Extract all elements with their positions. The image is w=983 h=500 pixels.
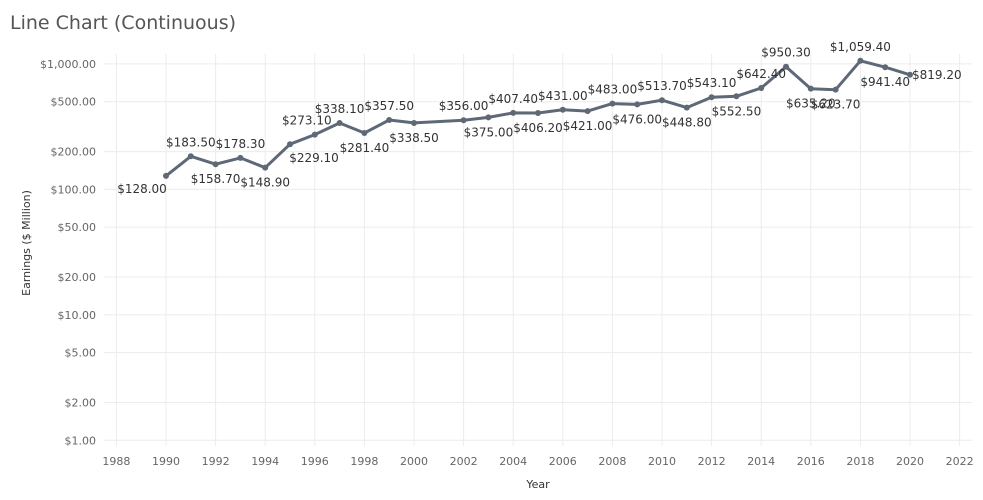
- data-label: $158.70: [191, 172, 241, 186]
- x-tick-label: 2002: [450, 455, 478, 468]
- data-label: $356.00: [439, 99, 489, 113]
- data-label: $421.00: [563, 119, 613, 133]
- data-label: $148.90: [240, 176, 290, 190]
- grid-lines: [104, 54, 972, 446]
- y-tick-label: $100.00: [51, 183, 97, 196]
- data-label: $941.40: [860, 75, 910, 89]
- data-label: $635.20: [786, 97, 836, 111]
- x-axis-ticks: 1988 1990 1992 1994 1996 1998 2000 2002 2004 2006…: [102, 455, 973, 468]
- y-tick-label: $5.00: [65, 347, 97, 360]
- data-label: $476.00: [612, 112, 662, 126]
- x-tick-label: 2020: [896, 455, 924, 468]
- y-tick-label: $20.00: [58, 271, 97, 284]
- x-tick-label: 2008: [598, 455, 626, 468]
- y-tick-label: $50.00: [58, 221, 97, 234]
- data-point: [411, 119, 417, 126]
- data-point: [783, 63, 789, 70]
- data-label: $483.00: [588, 83, 638, 97]
- data-point: [758, 85, 765, 92]
- data-label: $552.50: [712, 104, 762, 118]
- x-tick-label: 1996: [301, 455, 329, 468]
- x-tick-label: 2006: [549, 455, 577, 468]
- x-tick-label: 1998: [350, 455, 378, 468]
- y-axis-ticks: $1.00 $2.00 $5.00 $10.00 $20.00 $50.00 $100.00…: [40, 58, 96, 447]
- data-label: $448.80: [662, 116, 712, 130]
- x-tick-label: 2004: [499, 455, 527, 468]
- x-tick-label: 1994: [251, 455, 279, 468]
- data-label: $183.50: [166, 135, 216, 149]
- data-point: [857, 57, 864, 64]
- data-point: [659, 97, 665, 104]
- data-point: [733, 93, 740, 100]
- data-point: [460, 117, 467, 124]
- data-point: [634, 101, 641, 108]
- x-tick-label: 2000: [400, 455, 428, 468]
- data-points: [163, 57, 913, 179]
- data-label: $281.40: [340, 141, 390, 155]
- data-point: [535, 110, 541, 117]
- x-tick-label: 1990: [152, 455, 180, 468]
- data-point: [708, 94, 715, 101]
- data-label: $273.10: [282, 114, 332, 128]
- x-tick-label: 2010: [648, 455, 676, 468]
- data-point: [882, 64, 889, 71]
- data-label: $950.30: [761, 46, 811, 60]
- x-tick-label: 2022: [946, 455, 974, 468]
- y-tick-label: $1.00: [65, 434, 97, 447]
- y-tick-label: $10.00: [58, 309, 97, 322]
- y-tick-label: $200.00: [51, 146, 97, 159]
- data-point: [559, 106, 566, 113]
- y-tick-label: $1,000.00: [40, 58, 96, 71]
- data-point: [832, 86, 839, 93]
- x-axis-title: Year: [525, 478, 550, 491]
- data-point: [485, 114, 492, 121]
- data-point: [386, 116, 393, 123]
- data-label: $406.20: [513, 121, 563, 135]
- data-label: $178.30: [216, 137, 266, 151]
- x-tick-label: 2016: [797, 455, 825, 468]
- data-point: [237, 154, 244, 161]
- data-label: $375.00: [464, 125, 514, 139]
- data-point: [212, 161, 219, 168]
- y-tick-label: $2.00: [65, 396, 97, 409]
- data-point: [262, 164, 269, 171]
- data-point: [336, 120, 343, 127]
- data-label: $338.10: [315, 102, 365, 116]
- data-point: [510, 109, 517, 116]
- series-line: [165, 59, 911, 178]
- data-point: [187, 153, 194, 160]
- x-tick-label: 2018: [846, 455, 874, 468]
- x-tick-label: 1988: [102, 455, 130, 468]
- data-label: $623.70: [811, 98, 861, 112]
- data-point: [287, 141, 293, 148]
- y-axis-title: Earnings ($ Million): [20, 190, 33, 296]
- data-label: $513.70: [637, 79, 687, 93]
- data-label: $431.00: [538, 89, 588, 103]
- data-label: $128.00: [117, 182, 167, 196]
- x-tick-label: 1992: [202, 455, 230, 468]
- x-tick-label: 2014: [747, 455, 775, 468]
- data-label: $407.40: [488, 92, 538, 106]
- data-point: [163, 172, 169, 179]
- data-point: [807, 85, 814, 92]
- data-label: $1,059.40: [830, 40, 891, 54]
- data-label: $229.10: [289, 151, 339, 165]
- data-label: $819.20: [912, 68, 962, 82]
- data-label: $543.10: [687, 76, 737, 90]
- data-label: $338.50: [389, 131, 439, 145]
- y-tick-label: $500.00: [51, 96, 97, 109]
- data-label: $357.50: [364, 99, 414, 113]
- data-label: $642.40: [736, 67, 786, 81]
- data-point: [907, 71, 913, 78]
- data-point: [361, 130, 368, 137]
- data-labels: $128.00 $183.50 $158.70 $178.30 $148.90 $229.…: [117, 40, 961, 196]
- data-point: [683, 104, 690, 111]
- x-tick-label: 2012: [698, 455, 726, 468]
- chart-title: Line Chart (Continuous): [10, 12, 237, 34]
- data-point: [311, 131, 318, 138]
- data-point: [584, 108, 591, 115]
- data-point: [609, 100, 616, 107]
